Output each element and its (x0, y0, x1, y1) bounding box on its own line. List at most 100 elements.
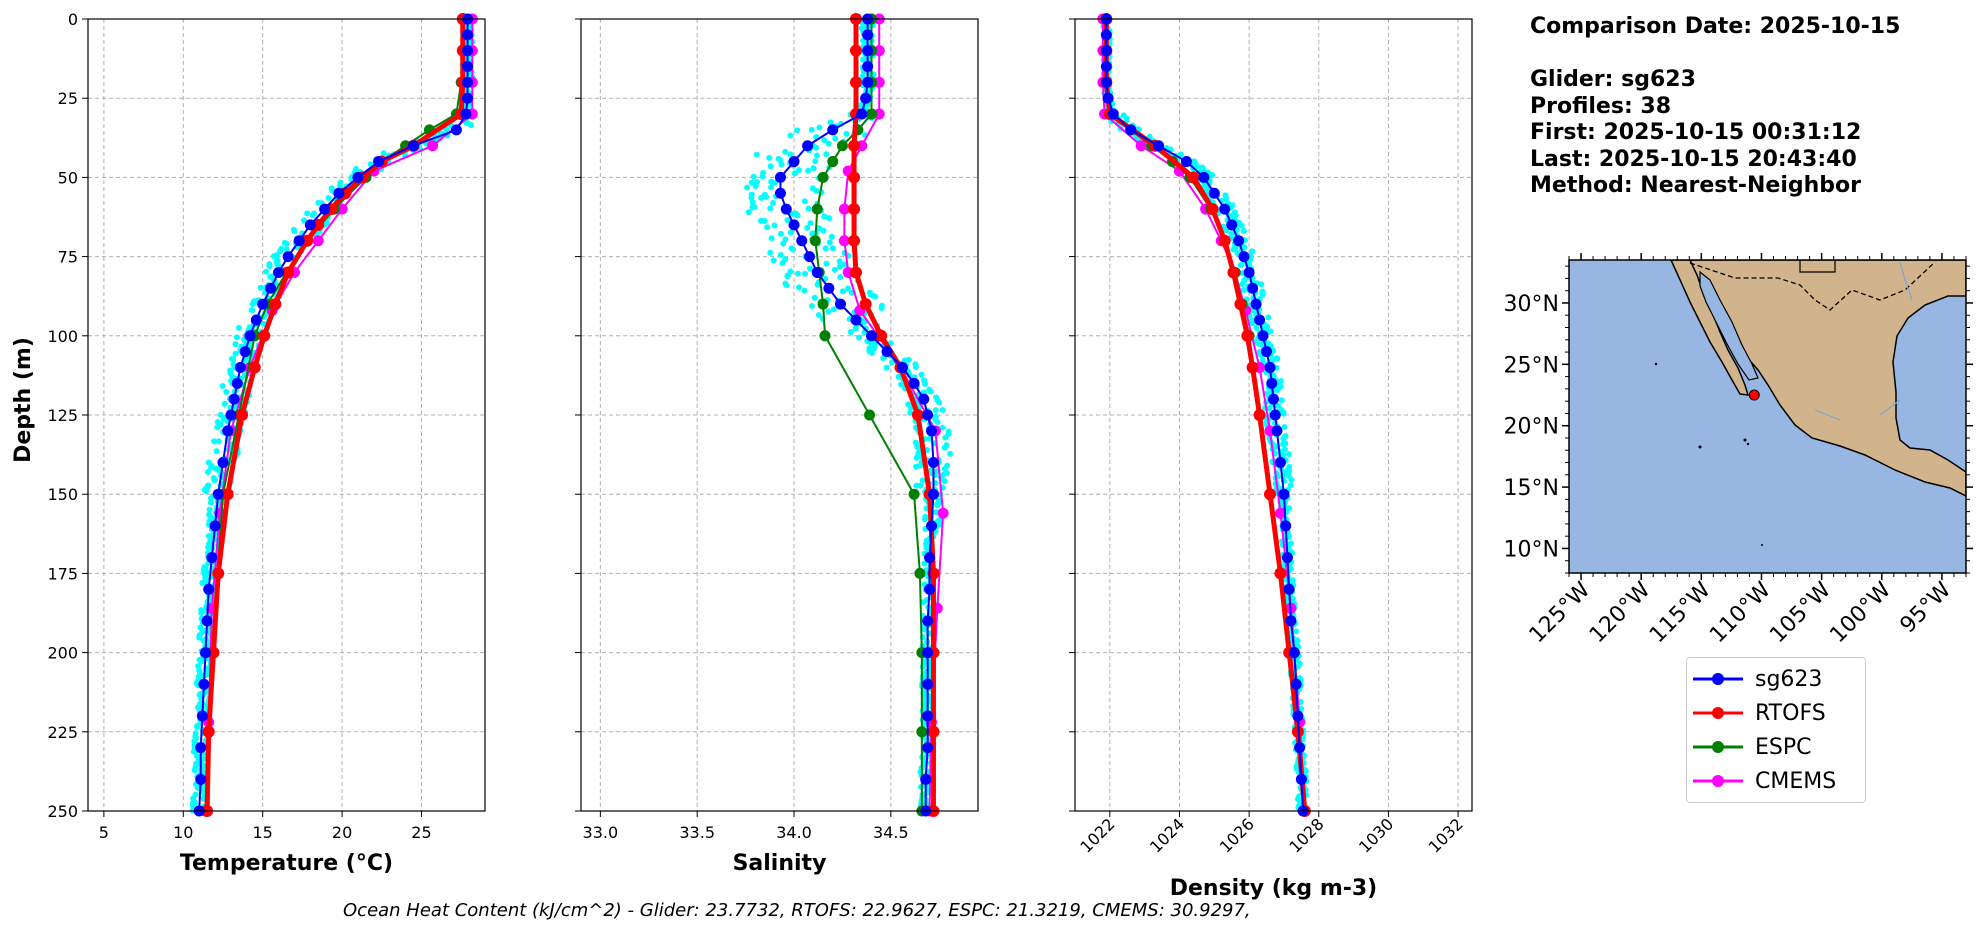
series-point-sg623 (922, 678, 934, 690)
glider-scatter-point (912, 364, 919, 371)
series-point-cmems (312, 235, 324, 247)
x-tick-label: 1026 (1216, 814, 1258, 856)
series-point-sg623 (918, 393, 930, 405)
series-point-rtofs (849, 266, 862, 279)
x-tick-label: 33.0 (583, 823, 619, 842)
glider-scatter-point (1285, 451, 1292, 458)
map-x-tick-label: 95°W (1896, 577, 1957, 638)
glider-scatter-point (263, 268, 270, 275)
series-point-sg623 (333, 187, 345, 199)
series-point-cmems (873, 76, 885, 88)
glider-scatter-point (1259, 290, 1266, 297)
glider-scatter-point (283, 246, 290, 253)
series-point-sg623 (802, 140, 814, 152)
series-point-sg623 (1238, 251, 1250, 263)
series-point-espc (908, 488, 920, 500)
series-point-rtofs (269, 298, 282, 311)
series-point-sg623 (788, 219, 800, 231)
series-point-sg623 (862, 76, 874, 88)
glider-scatter-point (1293, 628, 1300, 635)
series-point-sg623 (195, 742, 207, 754)
series-point-sg623 (924, 583, 936, 595)
glider-scatter-point (823, 151, 830, 158)
glider-scatter-point (794, 212, 801, 219)
glider-scatter-point (841, 261, 848, 268)
comparison-date: Comparison Date: 2025-10-15 (1530, 14, 1901, 39)
map-us-state-line (1799, 260, 1836, 273)
glider-scatter-point (291, 228, 298, 235)
glider-scatter-point (789, 210, 796, 217)
legend-swatch-marker (1712, 673, 1724, 685)
series-point-espc (811, 203, 823, 215)
glider-scatter-point (839, 288, 846, 295)
glider-scatter-point (1288, 476, 1295, 483)
glider-scatter-point (763, 194, 770, 201)
glider-scatter-point (1253, 324, 1260, 331)
glider-scatter-point (913, 482, 920, 489)
map-y-tick-label: 25°N (1504, 353, 1559, 378)
legend: sg623 RTOFS ESPC CMEMS (1686, 657, 1866, 803)
glider-scatter-point (809, 230, 816, 237)
glider-scatter-point (794, 270, 801, 277)
series-point-espc (914, 567, 926, 579)
glider-scatter-point (232, 350, 239, 357)
glider-scatter-point (805, 205, 812, 212)
glider-scatter-point (752, 183, 759, 190)
glider-scatter-point (196, 634, 203, 641)
series-point-sg623 (460, 108, 472, 120)
series-point-sg623 (1269, 409, 1281, 421)
series-point-sg623 (1208, 187, 1220, 199)
y-tick-label: 0 (68, 10, 78, 29)
glider-scatter-point (805, 167, 812, 174)
glider-scatter-point (207, 512, 214, 519)
series-point-espc (836, 140, 848, 152)
series-point-espc (827, 156, 839, 168)
glider-scatter-point (770, 257, 777, 264)
glider-scatter-point (947, 450, 954, 457)
glider-scatter-point (787, 229, 794, 236)
series-point-espc (865, 108, 877, 120)
glider-scatter-point (843, 130, 850, 137)
x-tick-label: 20 (332, 823, 352, 842)
series-line-cmems (843, 19, 945, 812)
glider-scatter-point (1240, 227, 1247, 234)
glider-scatter-point (941, 478, 948, 485)
series-point-sg623 (823, 282, 835, 294)
x-tick-label: 34.5 (873, 823, 909, 842)
glider-scatter-point (939, 424, 946, 431)
glider-scatter-point (201, 486, 208, 493)
series-point-sg623 (1250, 298, 1262, 310)
series-point-sg623 (1266, 377, 1278, 389)
glider-scatter-point (810, 165, 817, 172)
series-point-sg623 (462, 76, 474, 88)
legend-label: sg623 (1755, 666, 1823, 692)
glider-scatter-point (934, 501, 941, 508)
x-tick-label: 10 (173, 823, 193, 842)
glider-scatter-point (199, 580, 206, 587)
glider-scatter-point (825, 308, 832, 315)
glider-scatter-point (336, 182, 343, 189)
series-point-sg623 (850, 314, 862, 326)
series-point-sg623 (373, 156, 385, 168)
series-point-sg623 (1107, 108, 1119, 120)
glider-scatter-point (815, 225, 822, 232)
interpolation-method: Method: Nearest-Neighbor (1530, 173, 1861, 198)
glider-scatter-point (913, 463, 920, 470)
glider-scatter-point (468, 121, 475, 128)
map-x-tick-label: 105°W (1765, 577, 1836, 648)
x-axis-label: Density (kg m-3) (1170, 876, 1378, 901)
map-frame (1568, 259, 1967, 574)
ohc-footer-text: Ocean Heat Content (kJ/cm^2) - Glider: 2… (343, 900, 1251, 921)
glider-scatter-point (207, 499, 214, 506)
map-y-tick-label: 30°N (1504, 292, 1559, 317)
glider-scatter-point (204, 468, 211, 475)
series-point-sg623 (1247, 282, 1259, 294)
series-point-sg623 (1198, 171, 1210, 183)
glider-scatter-point (1229, 202, 1236, 209)
glider-scatter-point (768, 235, 775, 242)
glider-scatter-point (777, 251, 784, 258)
series-point-rtofs (848, 139, 861, 152)
series-point-sg623 (862, 29, 874, 41)
series-point-sg623 (827, 124, 839, 136)
glider-scatter-point (813, 187, 820, 194)
